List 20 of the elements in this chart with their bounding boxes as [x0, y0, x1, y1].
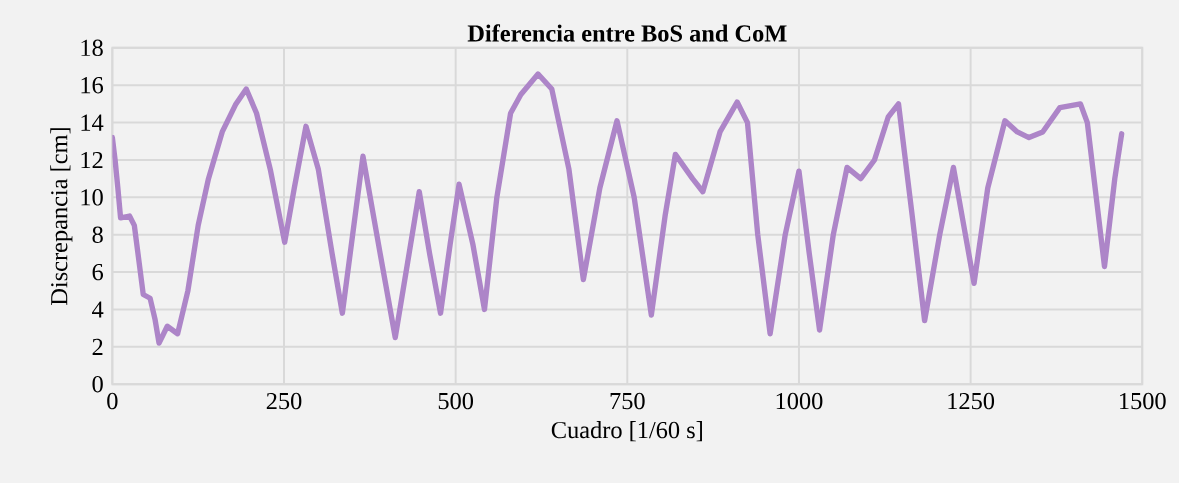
- x-tick-label: 1250: [948, 392, 995, 410]
- y-axis-title: Discrepancia [cm]: [50, 127, 73, 305]
- y-tick-label: 4: [92, 301, 104, 318]
- x-tick-label: 1000: [776, 392, 823, 410]
- x-tick-label: 500: [438, 392, 474, 410]
- x-axis-title: Cuadro [1/60 s]: [551, 420, 702, 442]
- y-tick-label: 12: [81, 151, 103, 168]
- y-tick-label: 2: [92, 338, 103, 355]
- y-tick-label: 14: [81, 114, 104, 131]
- y-tick-label: 6: [92, 263, 104, 281]
- y-tick-label: 0: [92, 375, 103, 393]
- y-tick-label: 8: [92, 226, 103, 243]
- x-tick-label: 0: [107, 392, 118, 410]
- chart-title: Diferencia entre BoS and CoM: [467, 24, 787, 42]
- y-tick-label: 18: [81, 39, 103, 56]
- y-tick-label: 10: [81, 188, 103, 206]
- x-tick-label: 250: [266, 392, 302, 410]
- x-tick-label: 750: [610, 392, 645, 410]
- y-tick-label: 16: [81, 76, 104, 94]
- x-tick-label: 1500: [1120, 392, 1166, 410]
